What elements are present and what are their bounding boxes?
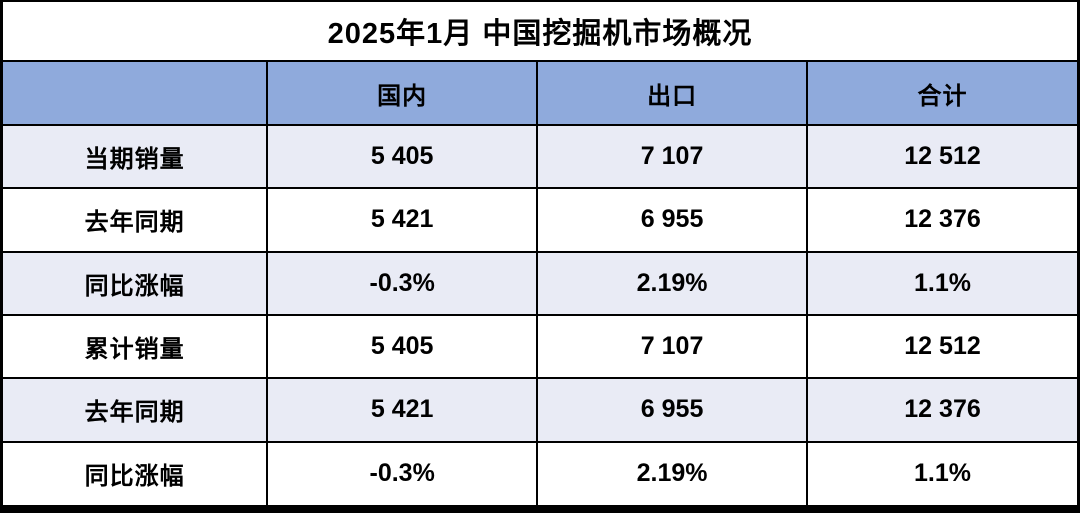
cell-value: 12 512 — [806, 123, 1077, 190]
table-row-last-year-same-period: 去年同期 5 421 6 955 12 376 — [3, 187, 1077, 253]
row-label: 当期销量 — [3, 123, 269, 190]
cell-value: 12 512 — [806, 313, 1077, 380]
cell-value: 5 421 — [266, 187, 539, 253]
table-row-current-sales: 当期销量 5 405 7 107 12 512 — [3, 123, 1077, 190]
cell-value: 1.1% — [806, 250, 1077, 316]
cell-value: 6 955 — [536, 377, 809, 443]
cell-value: 12 376 — [806, 377, 1077, 443]
table-row-last-year-same-period-cumulative: 去年同期 5 421 6 955 12 376 — [3, 377, 1077, 443]
cell-value: 7 107 — [536, 123, 809, 190]
cell-value: -0.3% — [266, 250, 539, 316]
table-row-yoy-change-cumulative: 同比涨幅 -0.3% 2.19% 1.1% — [3, 440, 1077, 505]
cell-value: 5 405 — [266, 313, 539, 380]
cell-value: 2.19% — [536, 440, 809, 505]
cell-value: -0.3% — [266, 440, 539, 505]
row-label: 同比涨幅 — [3, 440, 269, 505]
cell-value: 6 955 — [536, 187, 809, 253]
row-label: 去年同期 — [3, 377, 269, 443]
cell-value: 5 421 — [266, 377, 539, 443]
header-row: 国内 出口 合计 — [3, 61, 1077, 126]
cell-value: 7 107 — [536, 313, 809, 380]
row-label: 去年同期 — [3, 187, 269, 253]
table-title: 2025年1月 中国挖掘机市场概况 — [3, 2, 1077, 62]
excavator-data-table: 国内 出口 合计 当期销量 5 405 7 107 12 512 去年同期 5 … — [3, 61, 1077, 505]
cell-value: 5 405 — [266, 123, 539, 190]
column-header-blank — [3, 61, 269, 126]
cell-value: 12 376 — [806, 187, 1077, 253]
cell-value: 1.1% — [806, 440, 1077, 505]
column-header-export: 出口 — [536, 61, 809, 126]
table-row-yoy-change: 同比涨幅 -0.3% 2.19% 1.1% — [3, 250, 1077, 316]
column-header-domestic: 国内 — [266, 61, 539, 126]
column-header-total: 合计 — [806, 61, 1077, 126]
table-row-cumulative-sales: 累计销量 5 405 7 107 12 512 — [3, 313, 1077, 380]
row-label: 同比涨幅 — [3, 250, 269, 316]
cell-value: 2.19% — [536, 250, 809, 316]
row-label: 累计销量 — [3, 313, 269, 380]
